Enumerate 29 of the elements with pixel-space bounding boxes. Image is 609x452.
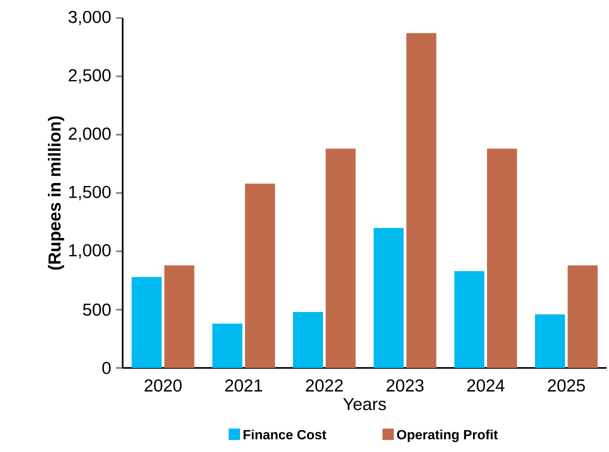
- bar: [212, 324, 242, 368]
- legend-label: Operating Profit: [397, 430, 498, 442]
- bar: [535, 314, 565, 368]
- legend-label: Finance Cost: [244, 430, 326, 440]
- y-tick-label: 500: [83, 304, 111, 316]
- y-tick-label: 3,000: [68, 10, 111, 26]
- bar: [132, 276, 162, 368]
- bar: [245, 184, 276, 368]
- bar: [454, 271, 484, 368]
- x-tick-label: 2023: [386, 379, 424, 392]
- x-tick-label: 2020: [144, 379, 182, 392]
- bar: [293, 312, 323, 368]
- y-tick-label: 2,500: [68, 69, 111, 84]
- y-tick-label: 2,000: [68, 127, 111, 142]
- x-tick-label: 2022: [306, 379, 343, 392]
- y-tick-label: 0: [102, 362, 111, 374]
- bar: [568, 265, 598, 368]
- x-tick-label: 2025: [548, 379, 585, 392]
- bar: [326, 148, 356, 368]
- y-tick-label: 1,500: [69, 186, 111, 200]
- x-tick-label: 2024: [467, 379, 504, 392]
- bar: [374, 228, 404, 368]
- bar: [406, 33, 436, 368]
- y-axis-title: (Rupees in million): [48, 116, 64, 270]
- x-axis-title: Years: [343, 398, 386, 410]
- x-tick-label: 2021: [225, 379, 262, 392]
- y-tick-label: 1,000: [69, 244, 111, 258]
- bar: [487, 148, 517, 368]
- bar: [164, 265, 194, 368]
